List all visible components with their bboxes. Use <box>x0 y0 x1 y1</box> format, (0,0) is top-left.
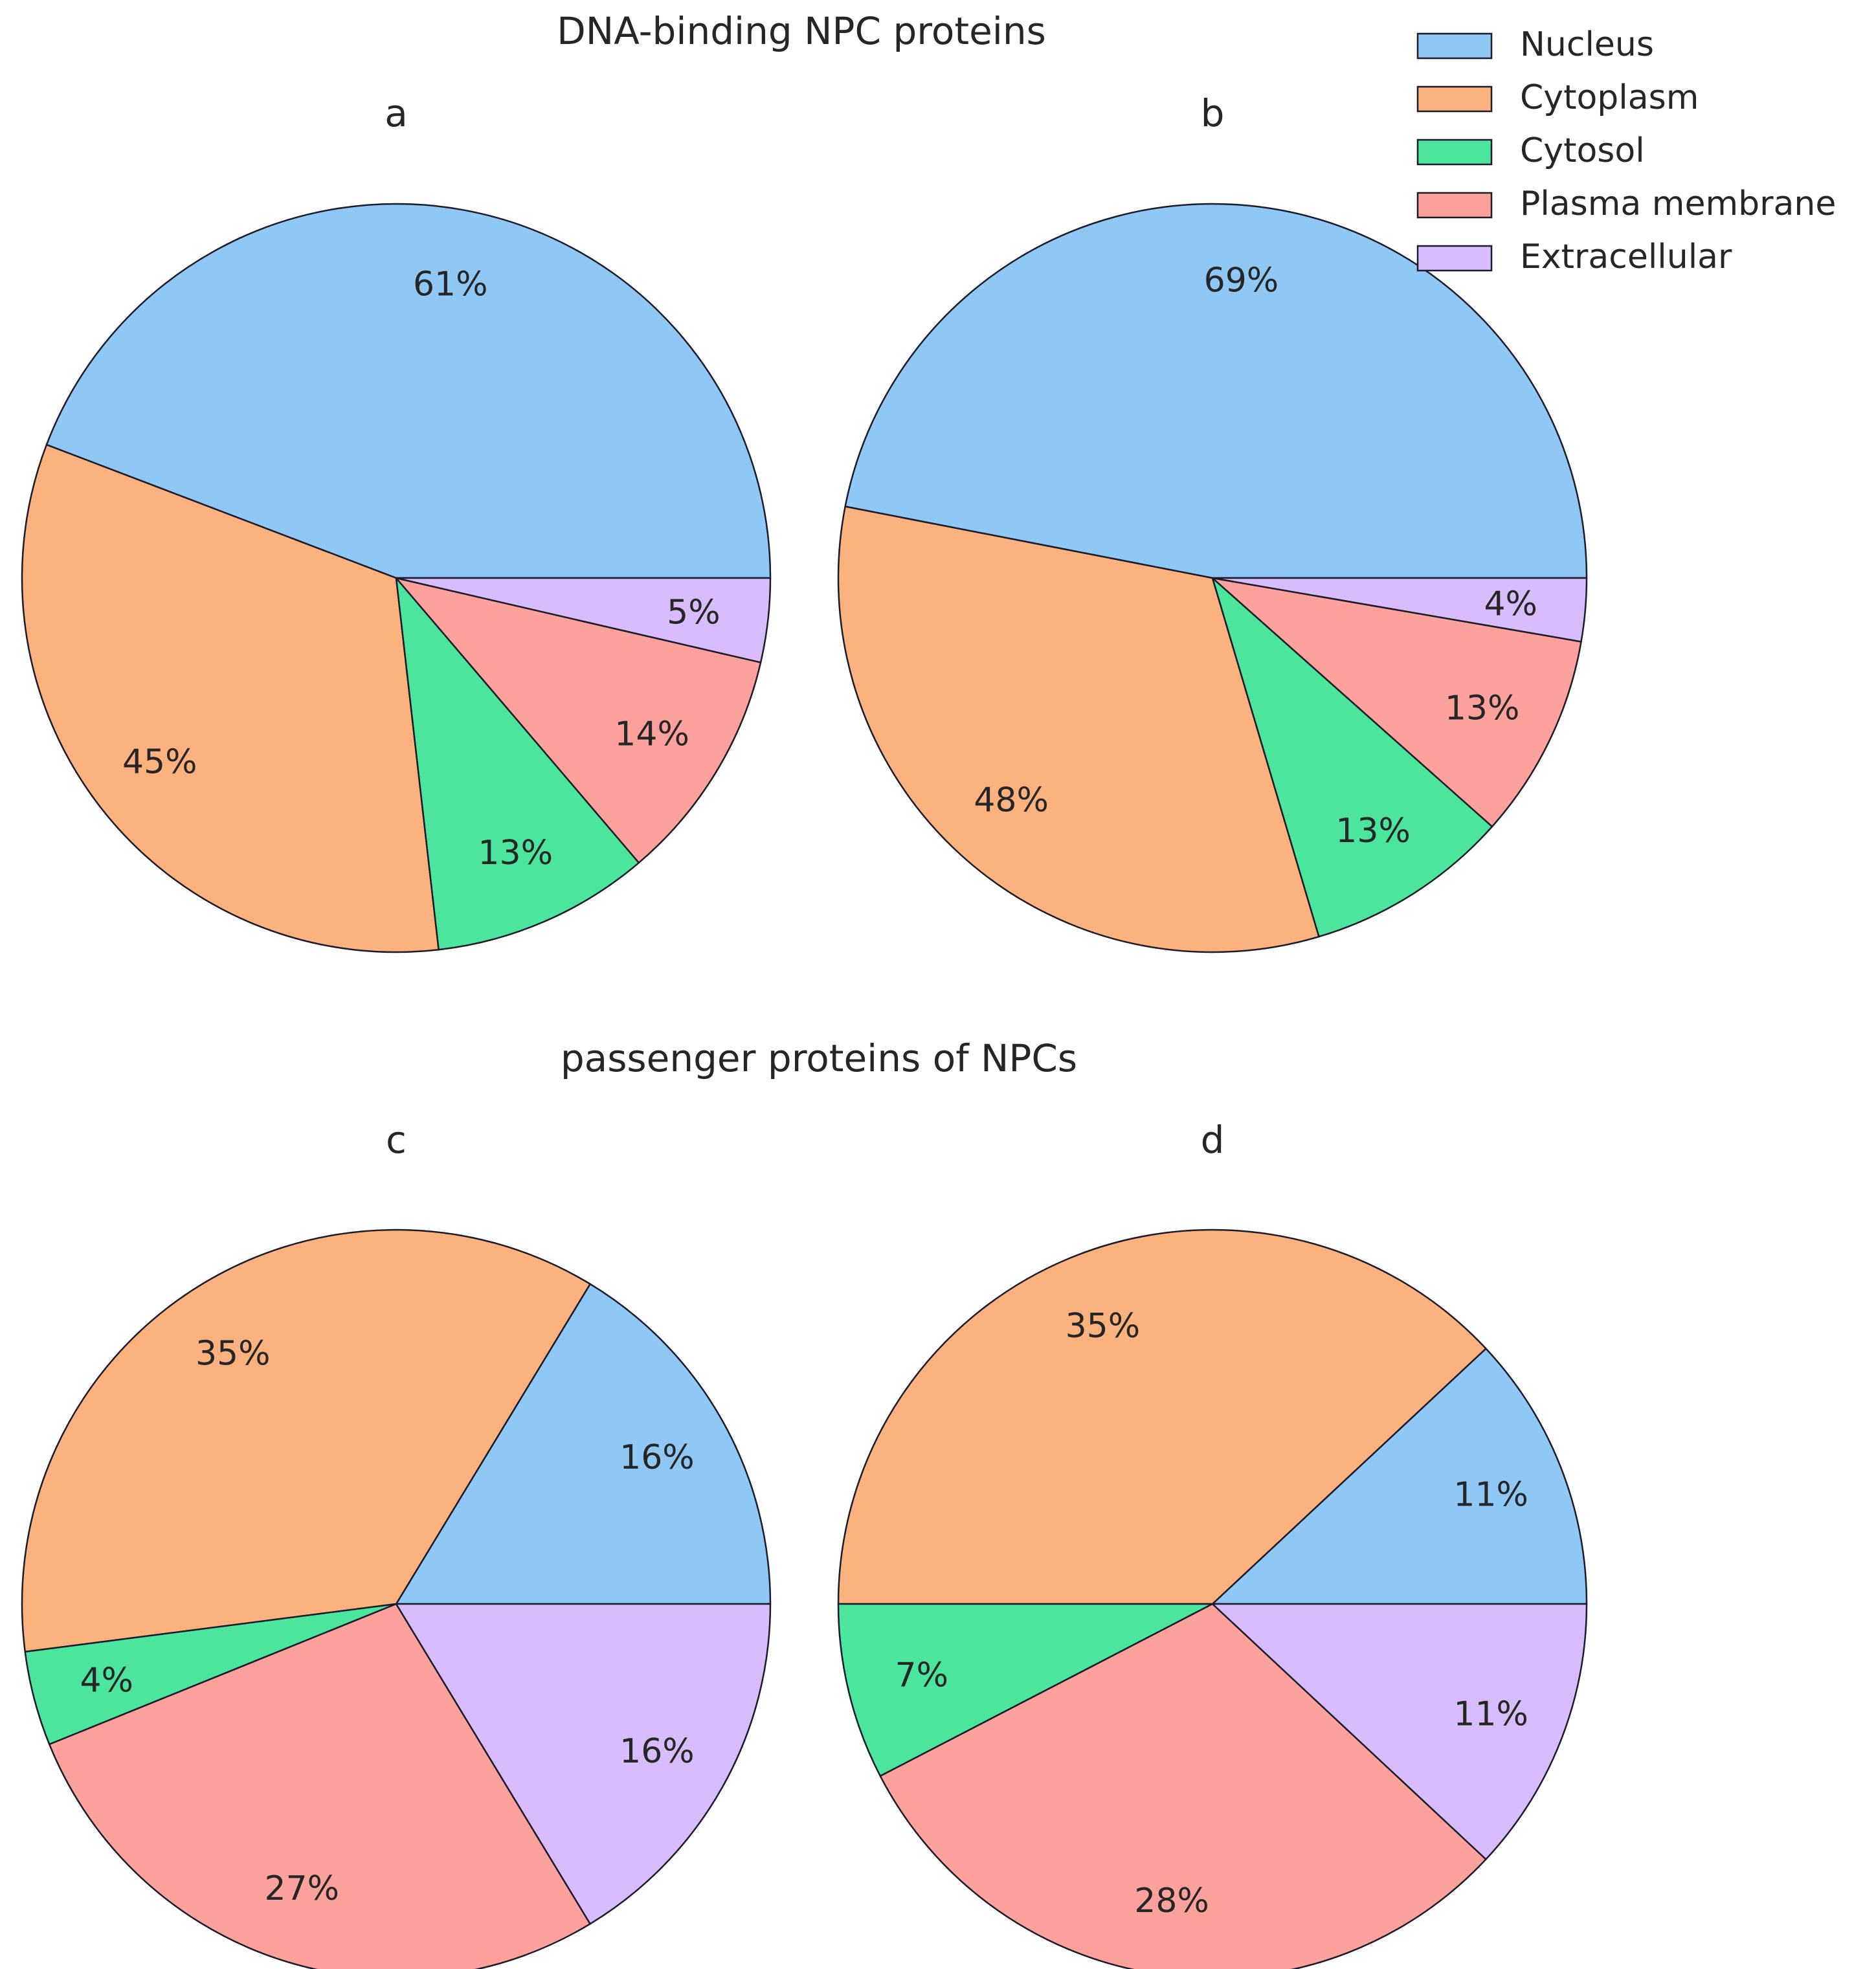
slice-c-plasma-membrane <box>48 1603 591 1969</box>
slice-a-cytoplasm <box>21 443 440 953</box>
legend-label-cytosol: Cytosol <box>1520 131 1645 170</box>
pie-chart-b: b 69% 48% 13% 13% 4% <box>837 91 1588 953</box>
legend: Nucleus Cytoplasm Cytosol Plasma membrane Ex… <box>1416 25 1836 276</box>
slice-d-cytosol <box>837 1603 1214 1777</box>
pct-label-a-cytosol: 13% <box>478 834 553 873</box>
panel-label-c: c <box>386 1118 407 1162</box>
legend-label-plasma-membrane: Plasma membrane <box>1520 184 1836 223</box>
slice-a-plasma-membrane <box>395 577 762 864</box>
legend-swatch-cytoplasm <box>1416 85 1493 113</box>
pct-label-a-plasma-membrane: 14% <box>614 715 689 753</box>
pct-label-c-plasma-membrane: 27% <box>265 1869 340 1908</box>
pct-label-a-nucleus: 61% <box>413 265 488 304</box>
slice-c-cytoplasm <box>21 1229 591 1653</box>
slice-a-extracellular <box>395 577 772 663</box>
pie-chart-d: d 11% 35% 7% 28% 11% <box>837 1118 1588 1969</box>
slice-b-plasma-membrane <box>1211 577 1582 828</box>
slice-d-nucleus <box>1211 1348 1588 1605</box>
slice-c-nucleus <box>395 1283 772 1605</box>
legend-swatch-plasma-membrane <box>1416 192 1493 219</box>
pct-label-b-plasma-membrane: 13% <box>1445 689 1520 728</box>
pct-label-d-cytoplasm: 35% <box>1066 1307 1141 1346</box>
slice-a-nucleus <box>45 203 772 579</box>
legend-label-extracellular: Extracellular <box>1520 238 1732 276</box>
slice-d-cytoplasm <box>837 1229 1487 1605</box>
slice-b-cytosol <box>1211 577 1493 938</box>
pct-label-d-plasma-membrane: 28% <box>1134 1882 1209 1920</box>
pct-label-b-cytoplasm: 48% <box>974 781 1049 819</box>
panel-label-d: d <box>1201 1118 1225 1162</box>
panel-label-a: a <box>385 91 408 135</box>
pct-label-b-nucleus: 69% <box>1204 261 1279 300</box>
pct-label-b-cytosol: 13% <box>1335 812 1411 851</box>
pct-label-c-extracellular: 16% <box>620 1732 695 1771</box>
pct-label-d-extracellular: 11% <box>1453 1695 1528 1734</box>
legend-label-nucleus: Nucleus <box>1520 25 1654 64</box>
pct-label-b-extracellular: 4% <box>1484 584 1537 623</box>
slice-d-extracellular <box>1211 1603 1588 1860</box>
legend-swatch-extracellular <box>1416 245 1493 272</box>
pct-label-c-cytosol: 4% <box>80 1661 133 1700</box>
pct-label-a-extracellular: 5% <box>667 594 720 632</box>
legend-swatch-cytosol <box>1416 139 1493 166</box>
panel-label-b: b <box>1201 91 1225 135</box>
slice-c-extracellular <box>395 1603 772 1925</box>
pie-chart-a: a 61% 45% 13% 14% 5% <box>21 91 772 953</box>
slice-d-plasma-membrane <box>879 1603 1487 1969</box>
pct-label-c-cytoplasm: 35% <box>195 1334 271 1373</box>
bottom-section-title: passenger proteins of NPCs <box>561 1036 1077 1080</box>
pie-chart-c: c 16% 35% 4% 27% 16% <box>21 1118 772 1969</box>
pct-label-d-cytosol: 7% <box>895 1656 949 1695</box>
slice-a-cytosol <box>395 577 640 951</box>
pct-label-a-cytoplasm: 45% <box>122 743 197 782</box>
pct-label-c-nucleus: 16% <box>620 1438 695 1477</box>
legend-label-cytoplasm: Cytoplasm <box>1520 78 1699 117</box>
top-section-title: DNA-binding NPC proteins <box>557 9 1046 53</box>
slice-b-cytoplasm <box>837 506 1320 953</box>
slice-b-nucleus <box>844 203 1588 579</box>
pie-charts: a 61% 45% 13% 14% 5% b 69% 48% 13% 13% 4% c 16% 35% 4% 2… <box>21 91 1588 1969</box>
slice-b-extracellular <box>1211 577 1588 643</box>
pct-label-d-nucleus: 11% <box>1453 1475 1528 1514</box>
legend-swatch-nucleus <box>1416 32 1493 60</box>
